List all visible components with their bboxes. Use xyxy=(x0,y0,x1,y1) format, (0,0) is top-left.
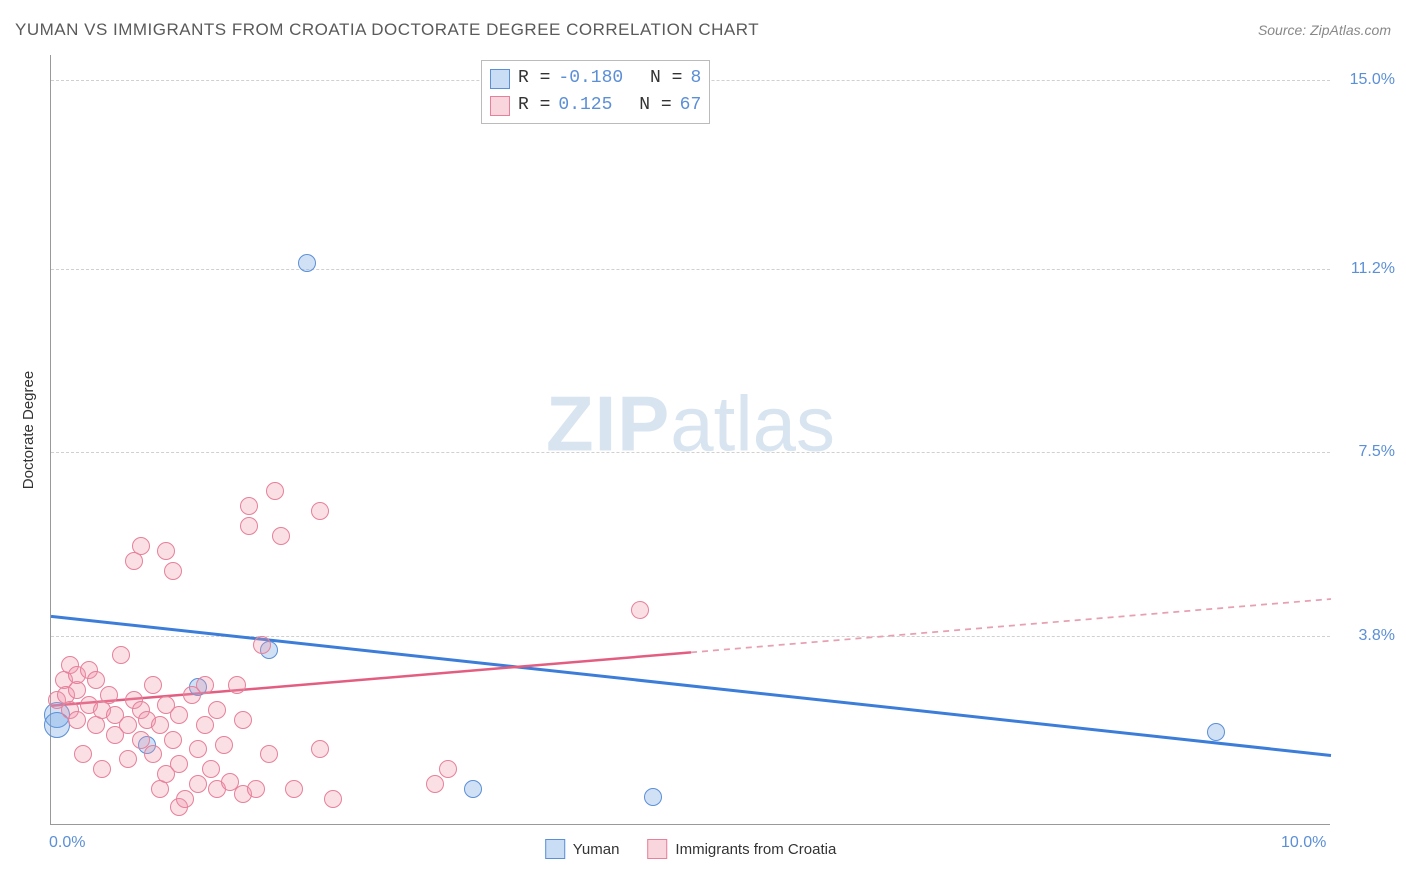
title-bar: YUMAN VS IMMIGRANTS FROM CROATIA DOCTORA… xyxy=(15,20,1391,40)
trend-line-croatia-dashed xyxy=(691,599,1331,652)
trend-lines xyxy=(51,55,1330,824)
source-label: Source: ZipAtlas.com xyxy=(1258,22,1391,38)
legend-stats-row-croatia: R = 0.125 N = 67 xyxy=(490,92,701,119)
legend-stats-row-yuman: R = -0.180 N = 8 xyxy=(490,65,701,92)
chart-title: YUMAN VS IMMIGRANTS FROM CROATIA DOCTORA… xyxy=(15,20,759,40)
data-point-croatia xyxy=(144,676,162,694)
data-point-croatia xyxy=(144,745,162,763)
x-tick-label: 10.0% xyxy=(1281,834,1326,852)
data-point-croatia xyxy=(93,760,111,778)
swatch-pink-icon xyxy=(647,839,667,859)
data-point-croatia xyxy=(164,731,182,749)
data-point-croatia xyxy=(100,686,118,704)
y-tick-label: 7.5% xyxy=(1359,443,1395,461)
data-point-croatia xyxy=(272,527,290,545)
data-point-croatia xyxy=(196,716,214,734)
data-point-croatia xyxy=(189,740,207,758)
data-point-croatia xyxy=(426,775,444,793)
data-point-croatia xyxy=(119,716,137,734)
legend-item-yuman: Yuman xyxy=(545,839,620,859)
legend-series: Yuman Immigrants from Croatia xyxy=(545,839,837,859)
data-point-croatia xyxy=(228,676,246,694)
data-point-croatia xyxy=(208,701,226,719)
data-point-croatia xyxy=(112,646,130,664)
data-point-croatia xyxy=(87,671,105,689)
swatch-blue-icon xyxy=(545,839,565,859)
data-point-croatia xyxy=(202,760,220,778)
data-point-croatia xyxy=(215,736,233,754)
data-point-croatia xyxy=(234,711,252,729)
data-point-croatia xyxy=(170,755,188,773)
data-point-croatia xyxy=(176,790,194,808)
data-point-croatia xyxy=(266,482,284,500)
legend-item-croatia: Immigrants from Croatia xyxy=(647,839,836,859)
data-point-croatia xyxy=(68,711,86,729)
data-point-yuman xyxy=(298,254,316,272)
data-point-croatia xyxy=(170,706,188,724)
data-point-croatia xyxy=(196,676,214,694)
data-point-yuman xyxy=(1207,723,1225,741)
data-point-croatia xyxy=(74,745,92,763)
plot-area: ZIPatlas R = -0.180 N = 8 R = 0.125 N = … xyxy=(50,55,1330,825)
data-point-croatia xyxy=(157,542,175,560)
swatch-pink-icon xyxy=(490,96,510,116)
y-axis-title: Doctorate Degree xyxy=(20,371,37,489)
y-tick-label: 3.8% xyxy=(1359,627,1395,645)
data-point-croatia xyxy=(285,780,303,798)
data-point-croatia xyxy=(311,502,329,520)
data-point-croatia xyxy=(311,740,329,758)
data-point-croatia xyxy=(132,731,150,749)
data-point-yuman xyxy=(464,780,482,798)
data-point-croatia xyxy=(247,780,265,798)
swatch-blue-icon xyxy=(490,69,510,89)
data-point-croatia xyxy=(240,497,258,515)
data-point-croatia xyxy=(240,517,258,535)
legend-stats: R = -0.180 N = 8 R = 0.125 N = 67 xyxy=(481,60,710,124)
data-point-croatia xyxy=(189,775,207,793)
y-tick-label: 11.2% xyxy=(1351,260,1395,278)
data-point-croatia xyxy=(119,750,137,768)
data-point-croatia xyxy=(132,537,150,555)
data-point-croatia xyxy=(324,790,342,808)
data-point-croatia xyxy=(439,760,457,778)
y-tick-label: 15.0% xyxy=(1350,71,1395,89)
x-tick-label: 0.0% xyxy=(49,834,85,852)
data-point-croatia xyxy=(260,745,278,763)
data-point-croatia xyxy=(253,636,271,654)
data-point-yuman xyxy=(644,788,662,806)
data-point-croatia xyxy=(631,601,649,619)
data-point-croatia xyxy=(164,562,182,580)
data-point-croatia xyxy=(151,716,169,734)
